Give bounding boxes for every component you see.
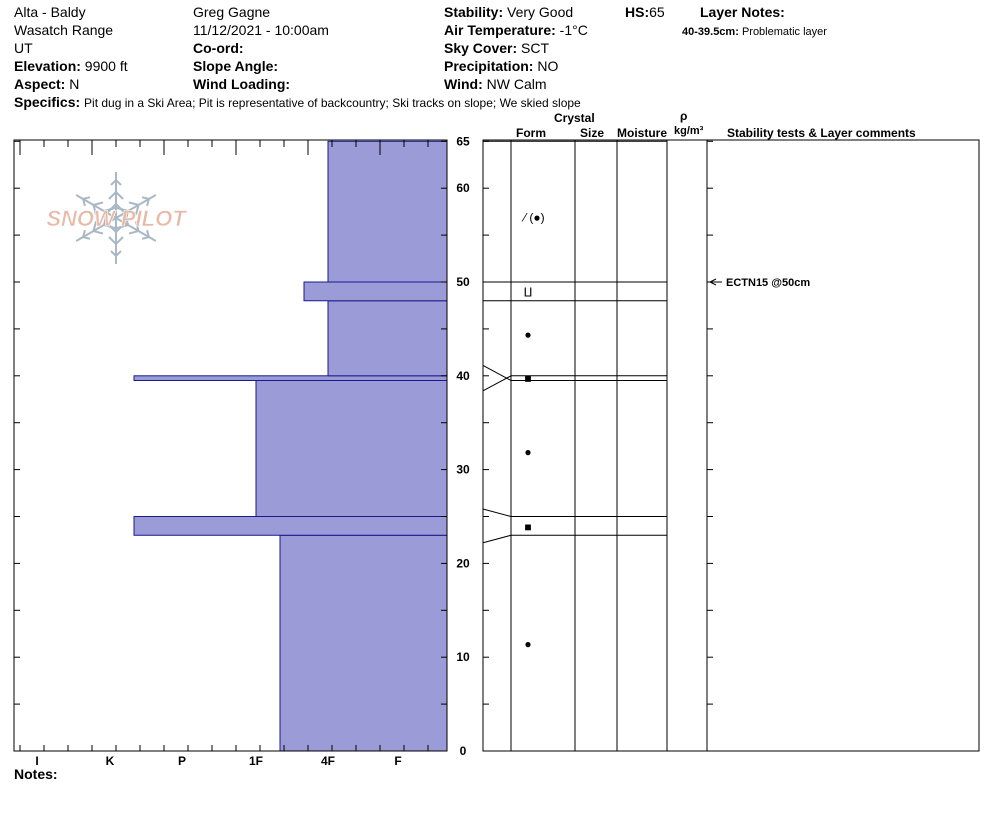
layer-table-frame — [482, 139, 980, 752]
location: Alta - Baldy — [14, 4, 86, 20]
air-temperature: Air Temperature: -1°C — [444, 22, 588, 38]
elevation: Elevation: 9900 ft — [14, 58, 128, 74]
hardness-scale-label: I — [35, 754, 38, 768]
hardness-scale-label: 1F — [249, 754, 263, 768]
depth-label: 20 — [456, 556, 470, 570]
sky-cover: Sky Cover: SCT — [444, 40, 549, 56]
snow-height: HS:65 — [625, 4, 665, 20]
layer-note-text: Problematic layer — [741, 26, 827, 38]
wind-loading-label: Wind Loading: — [193, 76, 291, 92]
depth-label: 30 — [456, 463, 470, 477]
elevation-value: 9900 ft — [84, 58, 128, 74]
grain-form-symbol: ● — [524, 328, 531, 342]
rho-header: ρ — [680, 109, 688, 123]
datetime: 11/12/2021 - 10:00am — [193, 22, 329, 38]
air-temp-label: Air Temperature: — [444, 22, 556, 38]
layer-note-depth: 40-39.5cm: — [682, 26, 739, 38]
wind-label: Wind: — [444, 76, 483, 92]
depth-label: 60 — [456, 181, 470, 195]
specifics-value: Pit dug in a Ski Area; Pit is representa… — [84, 96, 581, 110]
grain-form-symbol: ■ — [524, 520, 531, 534]
layer-connector — [482, 508, 512, 517]
depth-label: 0 — [460, 744, 467, 758]
mountain-range: Wasatch Range — [14, 22, 114, 38]
stability-value: Very Good — [507, 4, 574, 20]
air-temp-value: -1°C — [559, 22, 588, 38]
hardness-scale-label: F — [394, 754, 401, 768]
hardness-scale-label: P — [178, 754, 186, 768]
coord-label: Co-ord: — [193, 40, 244, 56]
specifics: Specifics: Pit dug in a Ski Area; Pit is… — [14, 94, 581, 111]
sky-cover-label: Sky Cover: — [444, 40, 518, 56]
hardness-scale-label: 4F — [321, 754, 335, 768]
grain-form-symbol: ■ — [524, 372, 531, 386]
depth-label: 40 — [456, 369, 470, 383]
layer-note: 40-39.5cm: Problematic layer — [682, 24, 827, 40]
depth-label: 65 — [456, 134, 470, 148]
stability-test-label: ECTN15 @50cm — [726, 277, 810, 289]
layer-notes-label: Layer Notes: — [700, 4, 785, 20]
hardness-layer — [279, 534, 448, 752]
aspect-value: N — [69, 76, 80, 92]
grain-form-symbol: ⁄ (●) — [521, 210, 545, 224]
hardness-layer — [303, 281, 448, 302]
comments-header: Stability tests & Layer comments — [727, 126, 916, 140]
elevation-label: Elevation: — [14, 58, 81, 74]
hs-value: 65 — [649, 4, 665, 20]
hardness-layer — [133, 516, 448, 536]
slope-angle-label: Slope Angle: — [193, 58, 279, 74]
layer-connector — [482, 534, 512, 544]
form-header: Form — [516, 126, 546, 140]
precip-label: Precipitation: — [444, 58, 534, 74]
moisture-header: Moisture — [617, 126, 668, 140]
depth-label: 50 — [456, 275, 470, 289]
hardness-layer — [255, 379, 448, 517]
stability-test-arrowhead — [708, 278, 717, 286]
crystal-header: Crystal — [554, 111, 595, 125]
specifics-label: Specifics: — [14, 94, 81, 110]
notes-label: Notes: — [14, 766, 58, 782]
precipitation: Precipitation: NO — [444, 58, 558, 74]
sky-cover-value: SCT — [521, 40, 550, 56]
wind: Wind: NW Calm — [444, 76, 547, 92]
grain-form-symbol: ⵡ — [523, 285, 532, 299]
layer-connector — [482, 365, 512, 381]
precip-value: NO — [537, 58, 559, 74]
hardness-plot-frame — [13, 139, 448, 752]
stability-label: Stability: — [444, 4, 504, 20]
hardness-layer — [133, 375, 448, 381]
grain-form-symbol: ● — [524, 637, 531, 651]
size-header: Size — [580, 126, 605, 140]
stability: Stability: Very Good — [444, 4, 573, 20]
grain-form-symbol: ● — [524, 445, 531, 459]
state: UT — [14, 40, 33, 56]
wind-value: NW Calm — [486, 76, 547, 92]
hs-label: HS: — [625, 4, 650, 20]
depth-label: 10 — [456, 650, 470, 664]
aspect: Aspect: N — [14, 76, 79, 92]
hardness-layer — [327, 140, 448, 283]
density-unit-header: kg/m³ — [674, 125, 704, 137]
hardness-layer — [327, 300, 448, 377]
observer: Greg Gagne — [193, 4, 271, 20]
hardness-scale-label: K — [106, 754, 115, 768]
aspect-label: Aspect: — [14, 76, 66, 92]
